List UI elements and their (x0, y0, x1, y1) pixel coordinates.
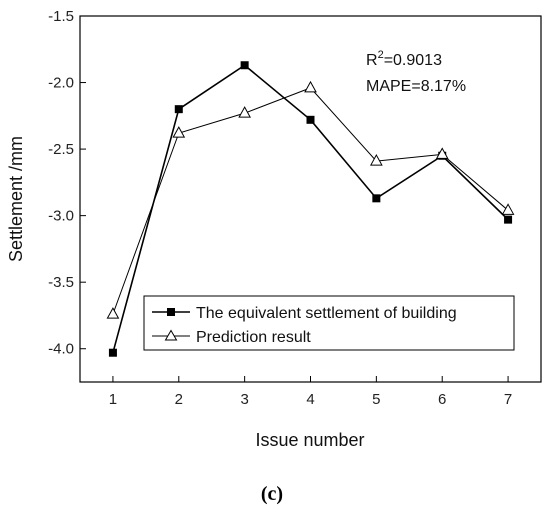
x-tick-label: 3 (240, 391, 248, 408)
series-layer (106, 61, 515, 357)
x-tick-label: 7 (504, 391, 512, 408)
data-point-prediction (238, 106, 251, 118)
y-axis-ticks: -4.0 -3.5 -3.0 -2.5 -2.0 -1.5 (48, 8, 86, 358)
data-point-prediction (304, 80, 317, 93)
data-point-building (306, 115, 315, 124)
data-point-building (372, 194, 381, 203)
y-tick-label: -3.0 (48, 208, 74, 225)
legend-marker-building (167, 308, 175, 316)
y-tick-label: -4.0 (48, 341, 74, 358)
data-point-prediction (370, 154, 383, 166)
legend-box (143, 295, 515, 351)
data-point-building (174, 105, 183, 114)
legend-label-prediction: Prediction result (196, 329, 311, 346)
y-tick-label: -3.5 (48, 274, 74, 291)
data-point-prediction (501, 203, 515, 215)
x-tick-label: 1 (109, 391, 117, 408)
annotation-r2: R2=0.9013 (366, 49, 442, 69)
legend-label-building: The equivalent settlement of building (196, 305, 457, 322)
y-tick-label: -2.5 (48, 141, 74, 158)
data-point-prediction (172, 126, 186, 138)
y-tick-label: -1.5 (48, 8, 74, 25)
data-point-prediction (106, 307, 120, 319)
annotation-mape: MAPE=8.17% (366, 78, 466, 95)
x-tick-label: 2 (175, 391, 183, 408)
x-axis-ticks: 1 2 3 4 5 6 7 (109, 376, 512, 408)
data-point-building (240, 61, 249, 70)
x-tick-label: 4 (306, 391, 314, 408)
data-point-prediction (435, 147, 449, 159)
y-tick-label: -2.0 (48, 75, 74, 92)
data-point-building (108, 348, 117, 357)
x-axis-title: Issue number (255, 430, 364, 450)
data-point-building (504, 215, 513, 224)
figure-caption: (c) (261, 483, 283, 505)
legend-marker-prediction (164, 329, 178, 341)
legend: The equivalent settlement of building Pr… (143, 295, 515, 351)
y-axis-title: Settlement /mm (6, 136, 26, 262)
x-tick-label: 5 (372, 391, 380, 408)
x-tick-label: 6 (438, 391, 446, 408)
